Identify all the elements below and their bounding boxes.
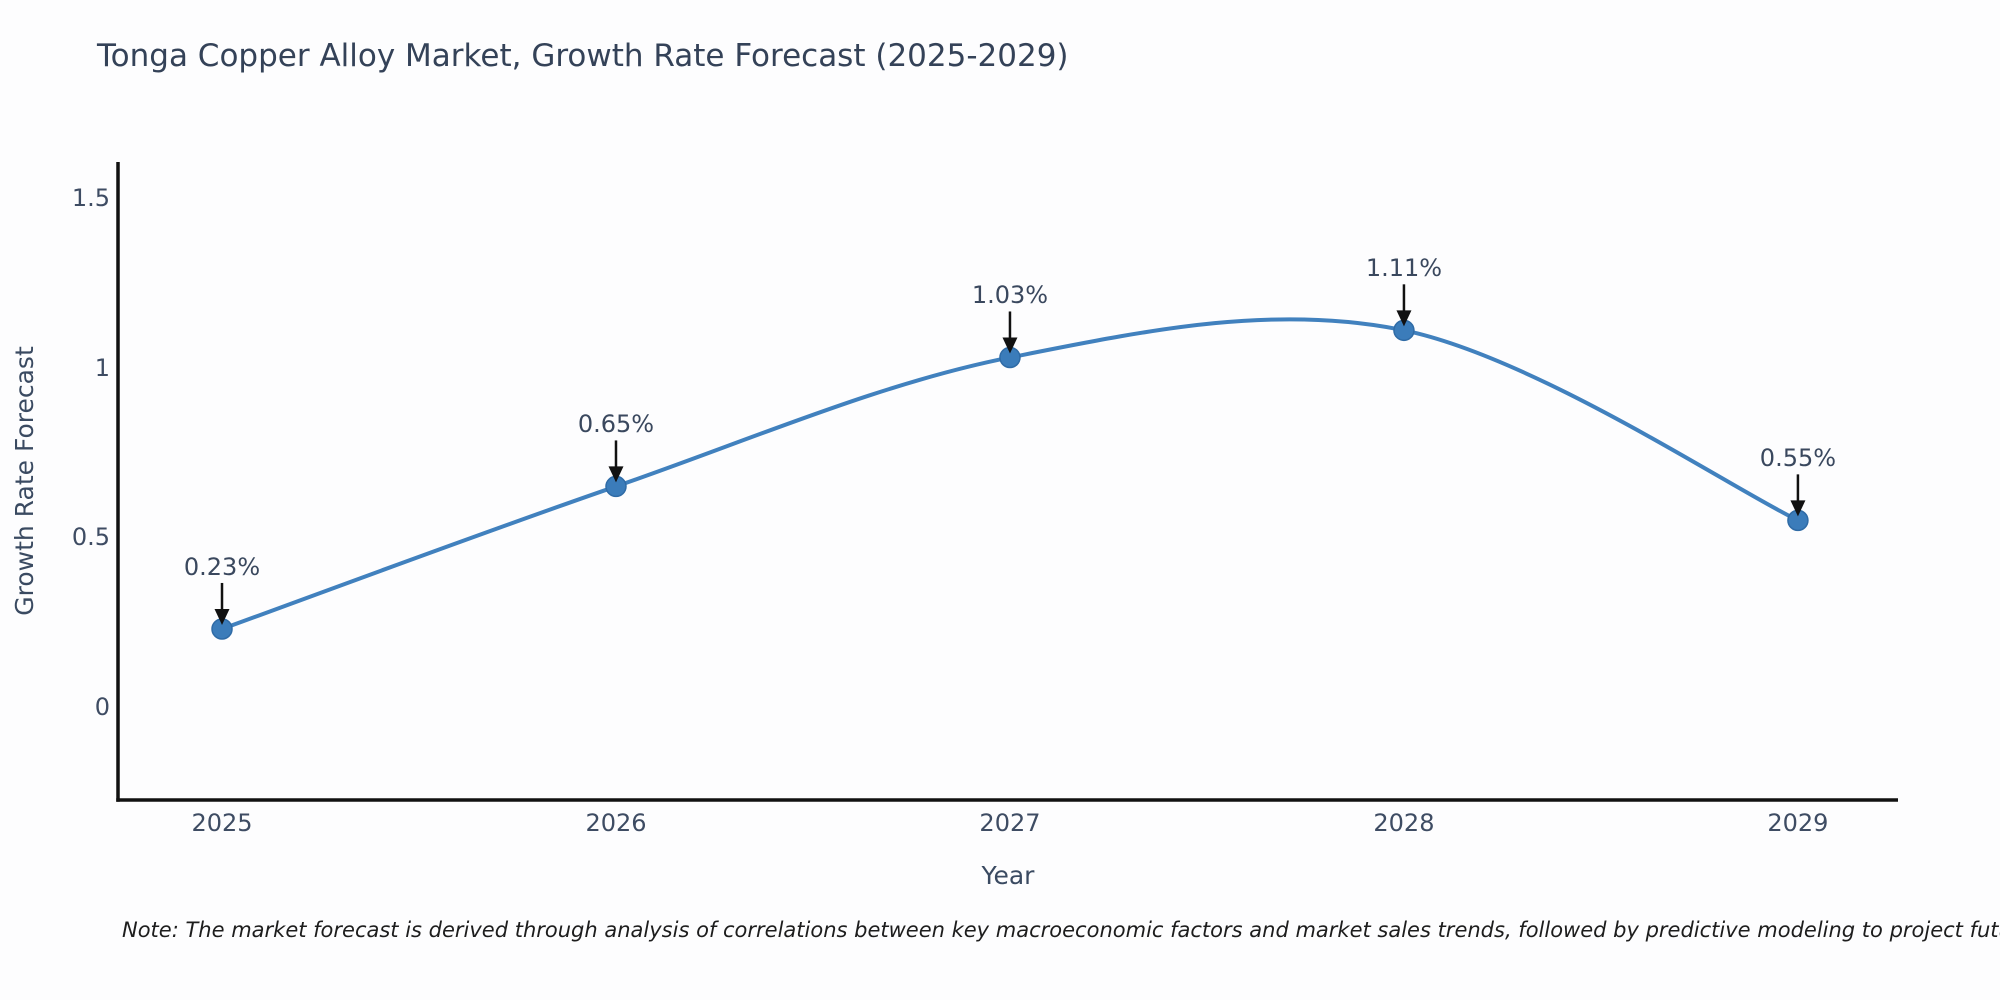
data-point-label: 1.11% [1365, 254, 1443, 283]
data-point-label: 0.65% [577, 410, 655, 439]
x-tick-label: 2026 [585, 809, 647, 837]
y-tick-label: 0 [94, 693, 110, 721]
annotation-arrowhead [608, 466, 624, 483]
chart-title: Tonga Copper Alloy Market, Growth Rate F… [97, 38, 1069, 74]
annotation-arrowhead [1002, 337, 1018, 354]
data-point-label: 0.55% [1759, 444, 1837, 473]
data-point-label: 0.23% [183, 552, 261, 581]
x-tick-label: 2028 [1373, 809, 1435, 837]
y-tick-label: 0.5 [71, 523, 110, 552]
annotation-arrowhead [1396, 310, 1412, 327]
y-tick-label: 1 [94, 353, 110, 382]
x-tick-label: 2027 [979, 809, 1041, 837]
footnote: Note: The market forecast is derived thr… [122, 918, 2000, 942]
annotation-arrowhead [214, 608, 230, 625]
data-point-label: 1.03% [971, 281, 1049, 310]
x-tick-label: 2025 [191, 809, 253, 837]
x-axis-title: Year [981, 861, 1035, 890]
annotation-arrowhead [1790, 500, 1806, 517]
y-axis-title: Growth Rate Forecast [10, 346, 39, 616]
y-tick-label: 1.5 [71, 183, 110, 212]
x-tick-label: 2029 [1767, 809, 1829, 837]
